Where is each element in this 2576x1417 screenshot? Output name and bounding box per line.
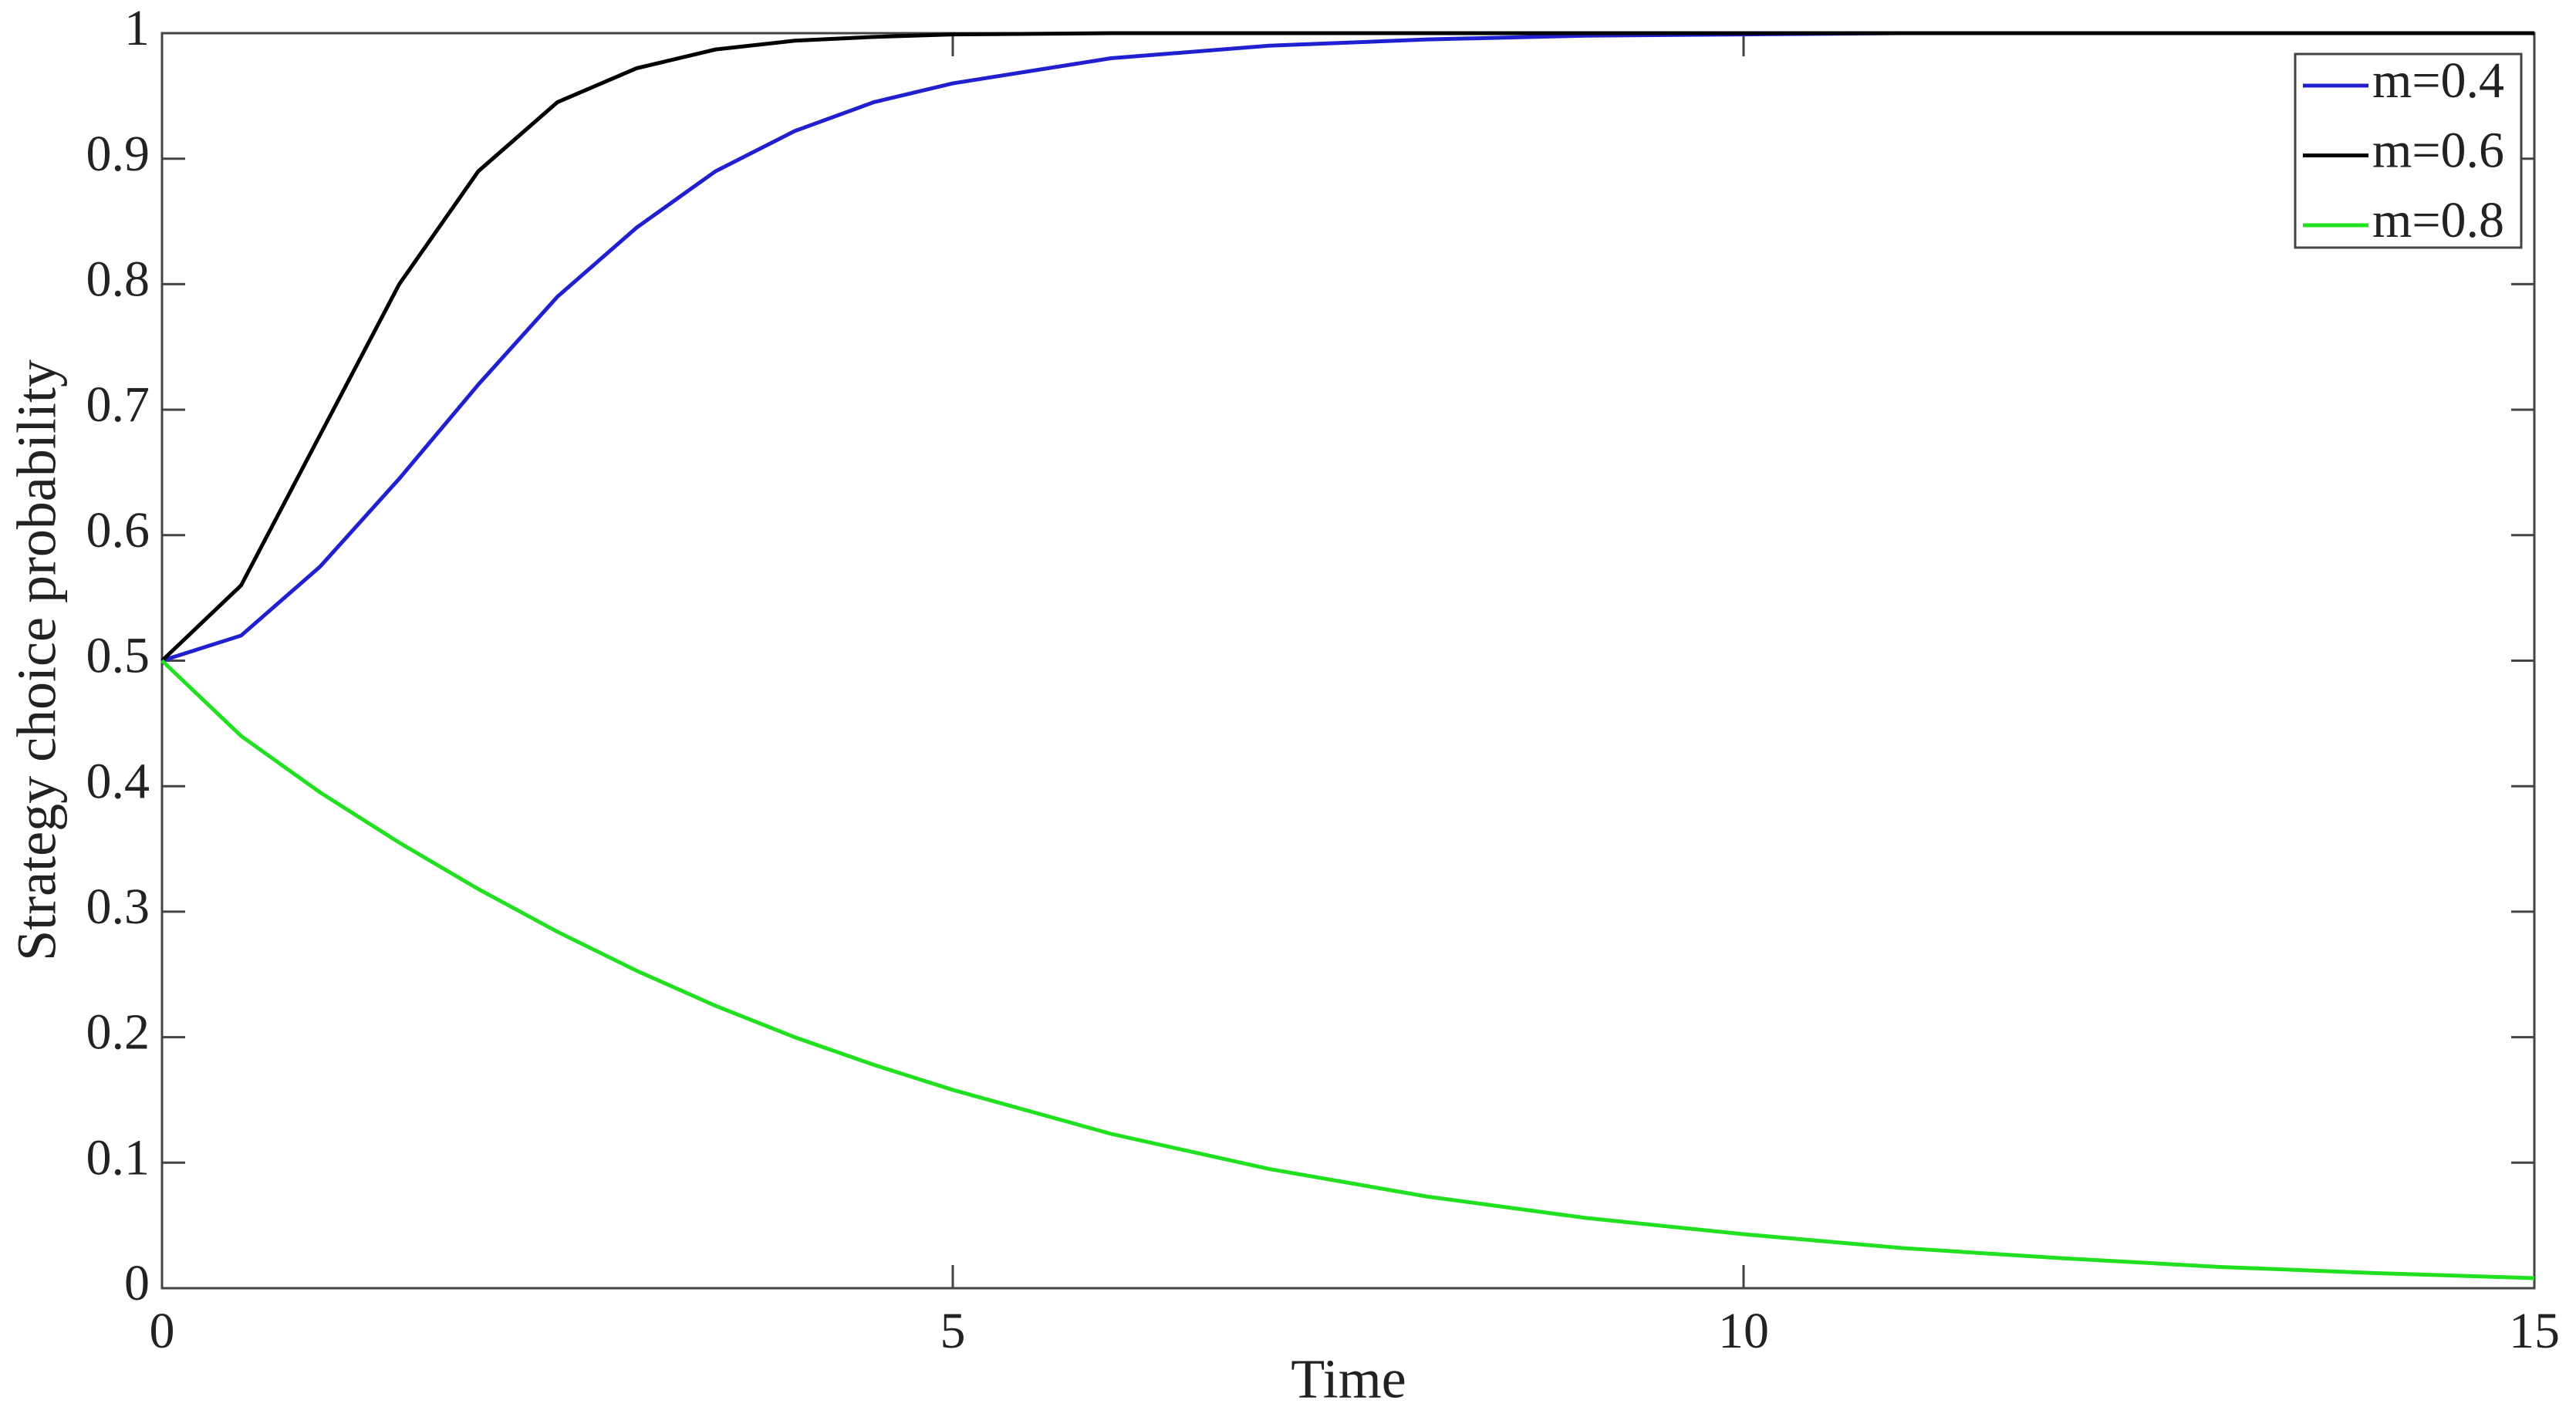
y-axis-label: Strategy choice probability [6,359,68,961]
legend-label: m=0.4 [2372,52,2504,109]
plot-frame [160,32,2536,1290]
y-tick-label: 0.3 [86,879,150,935]
x-axis-label: Time [1291,1348,1406,1410]
y-tick-label: 0 [124,1255,150,1311]
x-tick-label: 15 [2509,1303,2560,1359]
y-tick-label: 0.5 [86,628,150,684]
y-tick-label: 0.1 [86,1129,150,1186]
legend-label: m=0.8 [2372,192,2504,248]
y-tick-label: 0.2 [86,1004,150,1061]
y-tick-label: 0.6 [86,502,150,558]
line-series [160,659,2535,1280]
line-series [160,31,2534,663]
x-tick-label: 10 [1718,1303,1769,1359]
y-tick-label: 0.7 [86,376,150,433]
line-series [161,31,2534,663]
y-tick-label: 0.8 [86,251,150,308]
y-tick-label: 0.9 [86,126,150,182]
x-tick-label: 0 [150,1303,175,1359]
x-tick-label: 5 [940,1303,966,1359]
legend-label: m=0.6 [2372,123,2504,179]
y-tick-label: 1 [124,0,150,56]
y-tick-label: 0.4 [86,753,150,809]
